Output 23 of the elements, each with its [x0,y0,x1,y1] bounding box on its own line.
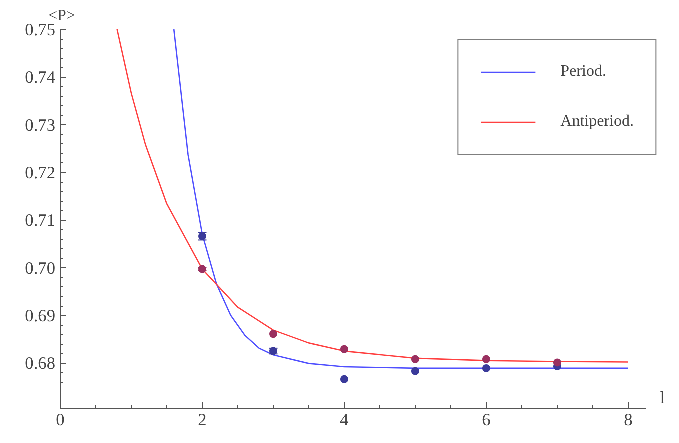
y-tick-label: 0.69 [25,306,56,326]
y-tick-label: 0.71 [25,211,56,230]
y-tick-label: 0.74 [25,68,56,88]
x-tick-label: 4 [340,410,350,430]
point [482,364,490,372]
point [340,375,348,384]
y-tick-label: 0.72 [25,164,56,183]
legend-label: Antiperiod. [560,113,634,131]
point [411,355,420,364]
y-tick-label: 0.70 [25,258,56,278]
x-tick-label: 2 [198,410,207,430]
x-tick-label: 8 [624,410,633,430]
point [482,355,490,364]
legend-label: Period. [560,63,606,81]
point [269,330,278,338]
y-tick-label: 0.73 [25,116,56,135]
point [553,358,562,367]
x-axis-title: l [660,388,666,408]
point [411,367,420,376]
y-tick-label: 0.68 [25,354,56,374]
point [340,345,348,354]
x-tick-label: 0 [56,410,65,430]
x-tick-label: 6 [482,410,492,430]
